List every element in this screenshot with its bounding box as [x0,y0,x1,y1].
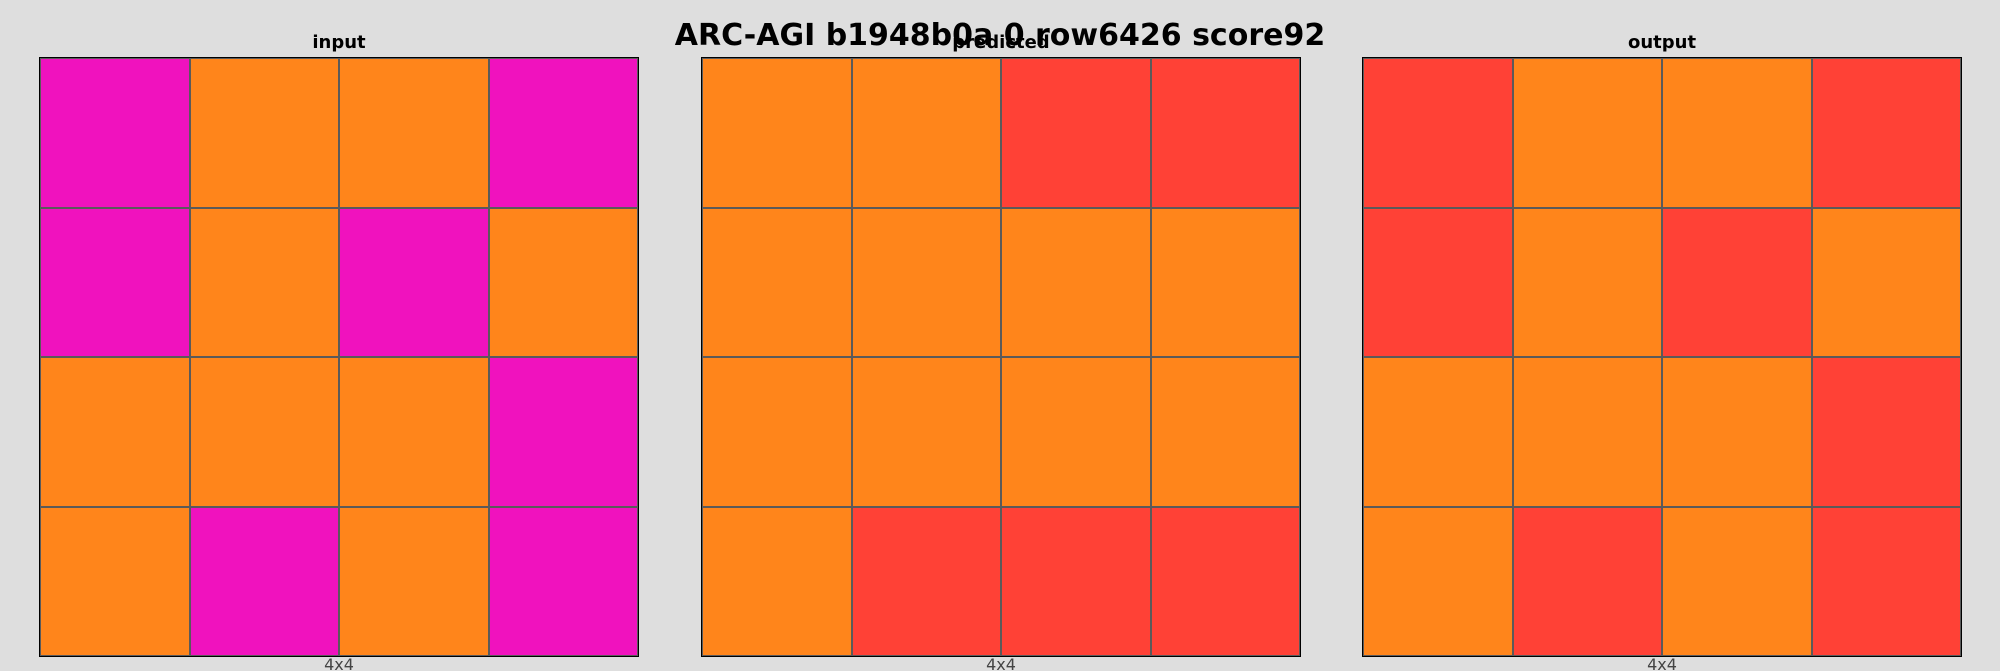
grid-cell [851,506,1001,656]
grid-cell [189,506,339,656]
grid-cell [1662,357,1812,507]
grid-cell [189,207,339,357]
input-grid-dims: 4x4 [324,655,354,671]
grid-cell [1001,506,1151,656]
grid-cell [339,357,489,507]
grid-cell [488,58,638,208]
grid-cell [702,506,852,656]
input-grid [39,57,639,657]
grid-cell [1811,357,1961,507]
grid-cell [339,207,489,357]
grid-cell [851,58,1001,208]
grid-cell [1363,207,1513,357]
grid-cell [1512,58,1662,208]
grid-cell [1363,58,1513,208]
grid-cell [1811,58,1961,208]
grid-cell [702,58,852,208]
grid-cell [1150,357,1300,507]
grid-cell [339,58,489,208]
grid-cell [339,506,489,656]
predicted-panel-label: predicted [952,32,1050,53]
grid-cell [1662,58,1812,208]
grid-cell [851,357,1001,507]
grid-cell [1001,357,1151,507]
grid-cell [702,357,852,507]
grid-cell [1001,58,1151,208]
grid-cell [1363,506,1513,656]
grid-cell [1512,207,1662,357]
grid-cell [40,506,190,656]
grid-cell [1001,207,1151,357]
predicted-grid [701,57,1301,657]
grid-cell [1512,357,1662,507]
grid-cell [488,506,638,656]
grid-cell [1512,506,1662,656]
grid-cell [488,357,638,507]
grid-cell [40,58,190,208]
grid-cell [40,207,190,357]
grid-cell [1662,207,1812,357]
output-grid [1362,57,1962,657]
grid-cell [189,357,339,507]
grid-cell [1150,58,1300,208]
grid-cell [1363,357,1513,507]
grid-cell [488,207,638,357]
figure-title: ARC-AGI b1948b0a 0 row6426 score92 [674,18,1326,53]
grid-cell [40,357,190,507]
grid-cell [1811,506,1961,656]
input-panel-label: input [312,32,366,53]
grid-cell [1811,207,1961,357]
output-grid-dims: 4x4 [1647,655,1677,671]
grid-cell [1150,207,1300,357]
grid-cell [1662,506,1812,656]
grid-cell [189,58,339,208]
predicted-grid-dims: 4x4 [986,655,1016,671]
output-panel-label: output [1627,32,1697,53]
grid-cell [702,207,852,357]
grid-cell [851,207,1001,357]
grid-cell [1150,506,1300,656]
